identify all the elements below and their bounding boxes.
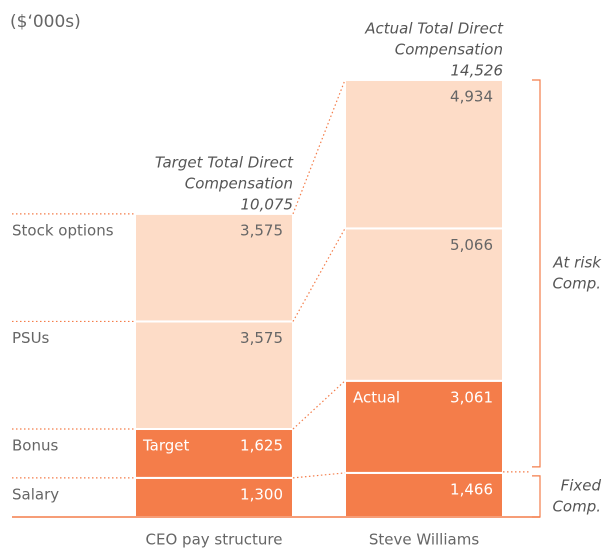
value-label: 3,575 xyxy=(240,329,283,347)
bar-segment xyxy=(344,78,504,230)
total-label: 10,075 xyxy=(241,195,294,213)
value-label: 1,300 xyxy=(240,485,283,503)
bar-segment xyxy=(134,476,294,518)
bracket-label: Comp. xyxy=(552,274,601,292)
total-title: Target Total Direct xyxy=(155,153,294,171)
x-tick-label: CEO pay structure xyxy=(146,531,283,549)
value-label: 5,066 xyxy=(450,236,493,254)
value-label: 3,061 xyxy=(450,388,493,406)
connector xyxy=(292,472,346,479)
segment-tag: Target xyxy=(142,437,190,455)
series-label: Stock options xyxy=(12,221,114,239)
series-label: PSUs xyxy=(12,329,50,347)
segment-tag: Actual xyxy=(353,388,400,406)
unit-label: ($‘000s) xyxy=(10,12,81,32)
total-title: Actual Total Direct xyxy=(364,20,504,38)
total-title: Compensation xyxy=(185,174,293,192)
bracket xyxy=(532,475,541,518)
total-label: 14,526 xyxy=(451,62,504,80)
value-label: 4,934 xyxy=(450,87,493,105)
connector xyxy=(292,79,346,215)
bracket-label: Fixed xyxy=(561,476,602,494)
bar-segment xyxy=(344,227,504,382)
series-label: Salary xyxy=(12,485,59,503)
bar-segment xyxy=(134,212,294,323)
connector xyxy=(292,228,346,322)
connector xyxy=(292,380,346,430)
value-label: 1,466 xyxy=(450,480,493,498)
series-label: Bonus xyxy=(12,437,58,455)
x-tick-label: Steve Williams xyxy=(369,531,479,549)
total-title: Compensation xyxy=(395,41,503,59)
value-label: 3,575 xyxy=(240,221,283,239)
bracket-label: Comp. xyxy=(552,497,601,515)
bracket xyxy=(532,79,541,468)
bracket-label: At risk xyxy=(552,253,602,271)
bar-segment xyxy=(134,428,294,479)
value-label: 1,625 xyxy=(240,437,283,455)
bar-segment xyxy=(344,379,504,474)
